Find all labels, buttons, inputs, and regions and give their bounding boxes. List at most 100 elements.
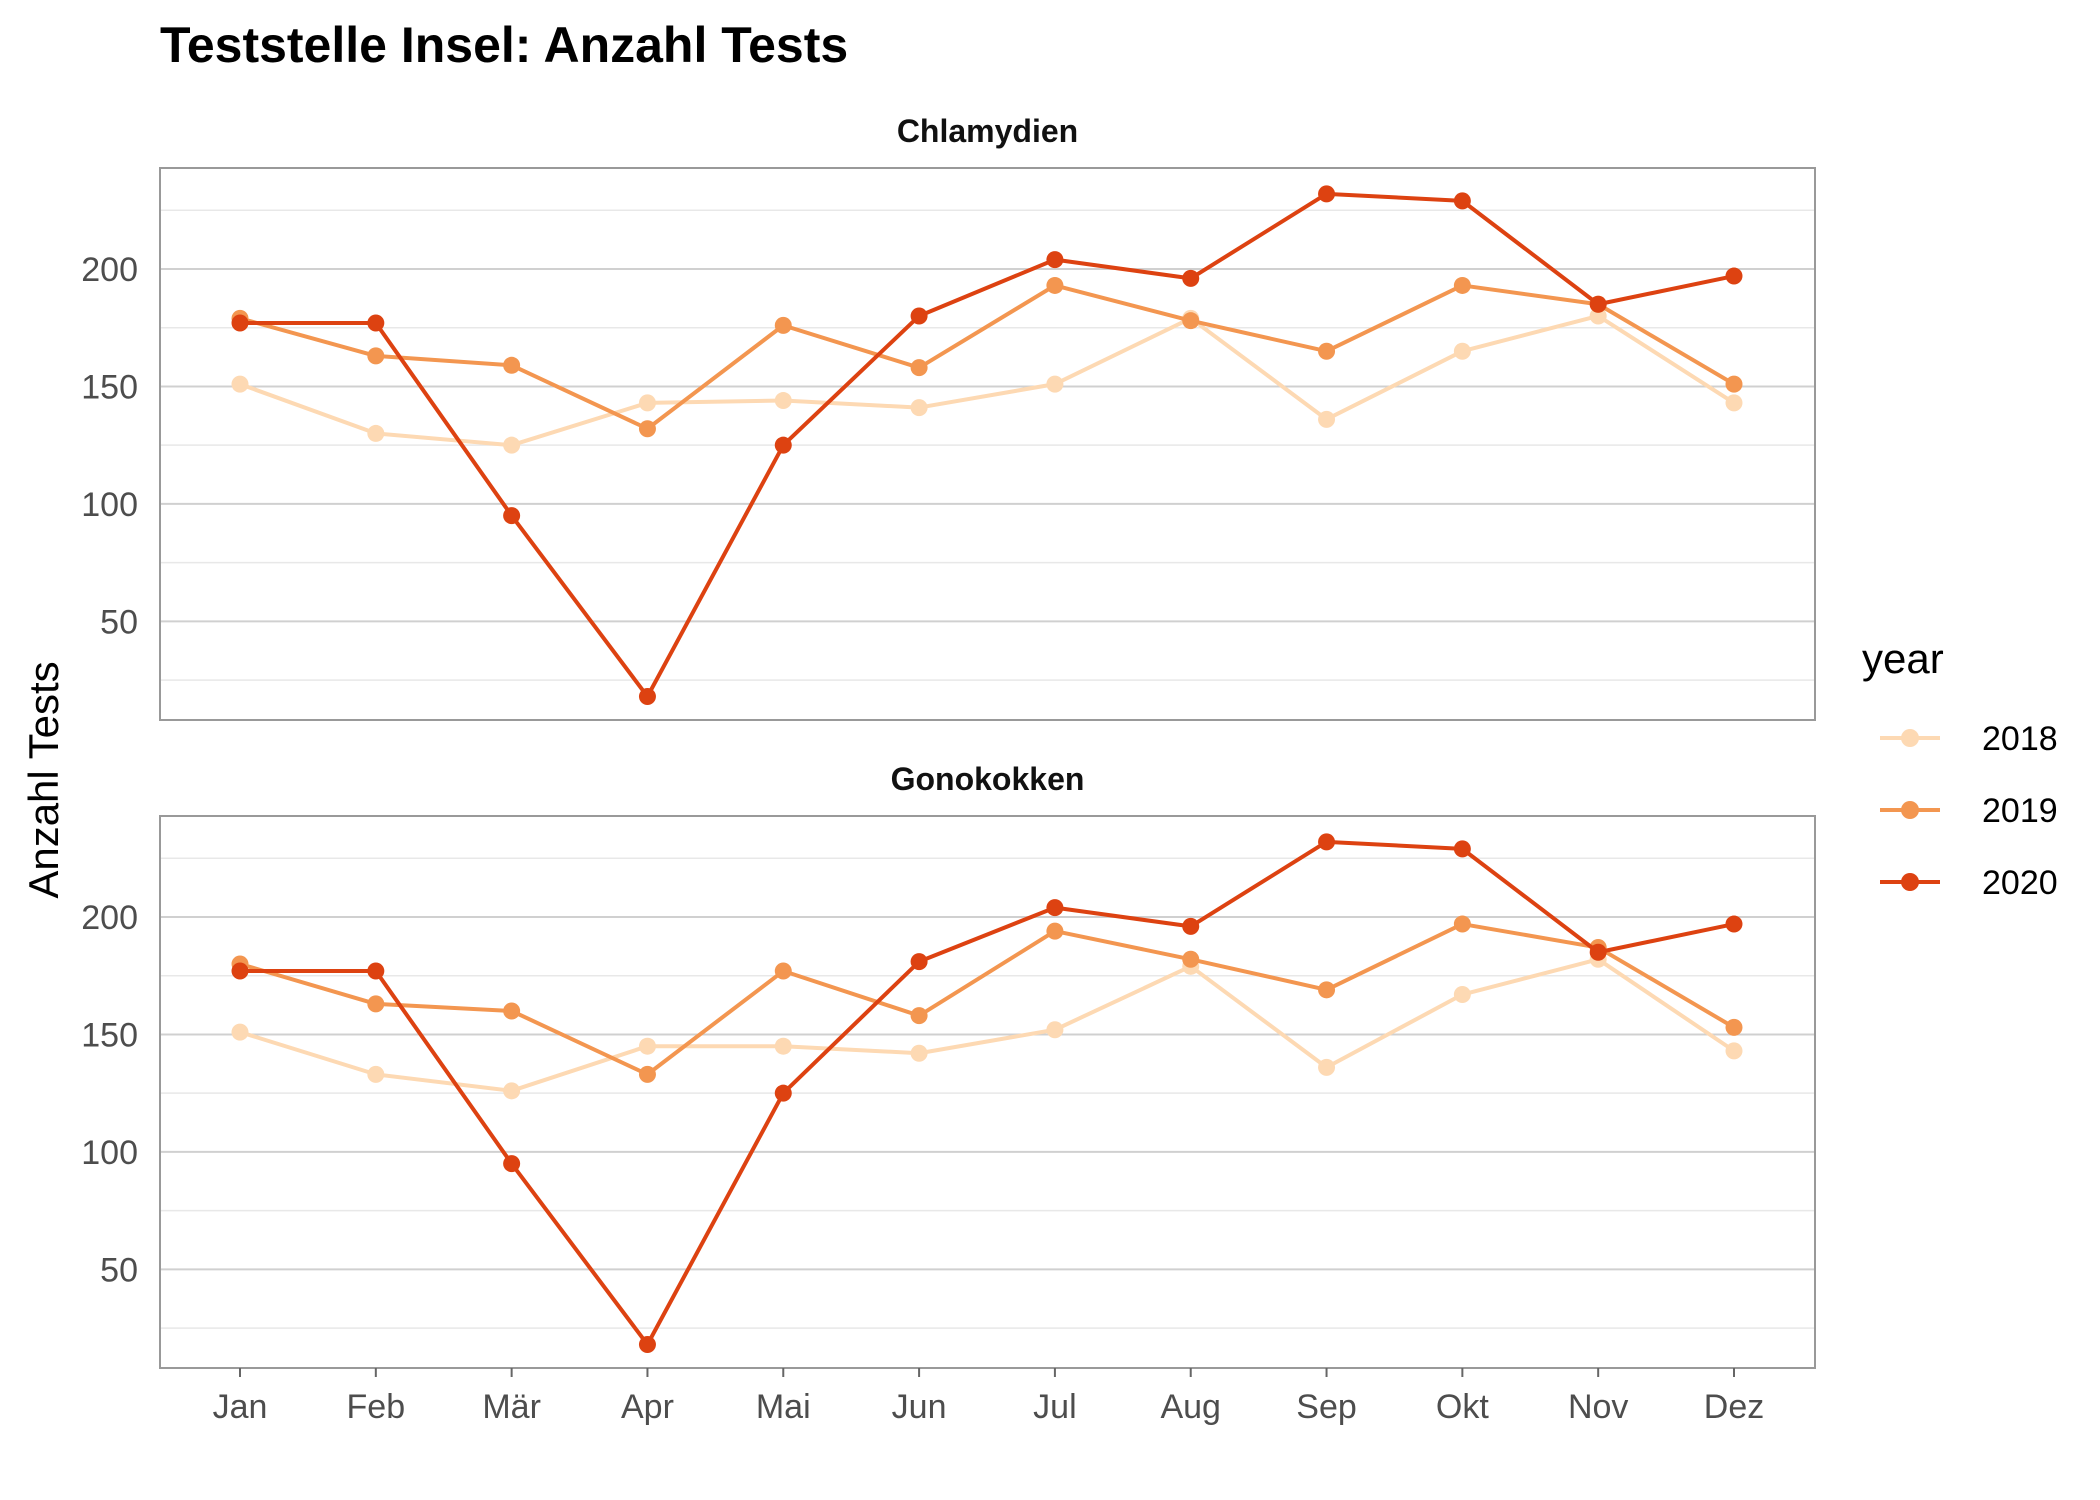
y-tick-label: 150 xyxy=(81,368,138,406)
series-2019-chlamydien xyxy=(231,276,1743,438)
data-point xyxy=(910,953,928,971)
x-tick-label: Jan xyxy=(213,1388,268,1426)
data-point xyxy=(1453,840,1471,858)
data-point xyxy=(367,314,385,332)
data-point xyxy=(1046,276,1064,294)
x-tick-label: Aug xyxy=(1160,1388,1221,1426)
data-point xyxy=(503,1082,521,1100)
panel-border xyxy=(159,815,1816,1369)
legend-title: year xyxy=(1862,635,1944,682)
data-point xyxy=(1182,950,1200,968)
data-point xyxy=(638,1065,656,1083)
x-tick-label: Mai xyxy=(756,1388,811,1426)
data-point xyxy=(774,1037,792,1055)
data-point xyxy=(367,995,385,1013)
data-point xyxy=(1453,986,1471,1004)
data-point xyxy=(638,688,656,706)
data-point xyxy=(774,1084,792,1102)
legend-label: 2018 xyxy=(1982,720,2058,758)
y-tick-label: 50 xyxy=(100,603,138,641)
data-point xyxy=(910,307,928,325)
y-tick-label: 150 xyxy=(81,1016,138,1054)
data-point xyxy=(638,1336,656,1354)
data-point xyxy=(503,436,521,454)
x-tick-label: Nov xyxy=(1568,1388,1628,1426)
data-point xyxy=(1318,1058,1336,1076)
legend-entry-2020: 2020 xyxy=(1880,864,2058,902)
y-tick-label: 200 xyxy=(81,251,138,289)
data-point xyxy=(503,1002,521,1020)
data-point xyxy=(1046,1021,1064,1039)
panel-gonokokken: 50 100 150 200 Gonokokken Jan Feb Mär Apr Mai Jun J… xyxy=(81,761,1816,1426)
x-tick-label: Jul xyxy=(1033,1388,1076,1426)
y-tick-label: 50 xyxy=(100,1251,138,1289)
facet-panels: 50 100 150 200 Chlamydien 50 100 150 200 Gonokokk… xyxy=(81,113,1816,1426)
series-2018-chlamydien xyxy=(231,307,1743,454)
data-point xyxy=(910,1044,928,1062)
data-point xyxy=(1725,394,1743,412)
data-point xyxy=(1725,1042,1743,1060)
x-tick-label: Apr xyxy=(621,1388,674,1426)
series-line xyxy=(240,839,1735,1347)
data-point xyxy=(1453,192,1471,210)
facet-label: Gonokokken xyxy=(891,761,1085,797)
data-point xyxy=(638,420,656,438)
data-point xyxy=(231,962,249,980)
x-tick-label: Okt xyxy=(1436,1388,1489,1426)
x-tick-label: Sep xyxy=(1296,1388,1357,1426)
legend-key-point xyxy=(1901,801,1919,819)
panel-chlamydien: 50 100 150 200 Chlamydien xyxy=(81,113,1816,721)
data-point xyxy=(1318,185,1336,203)
data-point xyxy=(1725,1018,1743,1036)
y-tick-label: 200 xyxy=(81,899,138,937)
series-line xyxy=(240,191,1735,699)
data-point xyxy=(231,1023,249,1041)
data-point xyxy=(367,347,385,365)
data-point xyxy=(1318,342,1336,360)
data-point xyxy=(910,359,928,377)
data-point xyxy=(774,962,792,980)
series-line xyxy=(239,313,1736,448)
data-point xyxy=(1182,312,1200,330)
legend-entry-2019: 2019 xyxy=(1880,792,2058,830)
y-tick-label: 100 xyxy=(81,1134,138,1172)
data-point xyxy=(231,314,249,332)
data-point xyxy=(1318,410,1336,428)
data-point xyxy=(1725,375,1743,393)
data-point xyxy=(774,316,792,334)
legend-entry-2018: 2018 xyxy=(1880,720,2058,758)
data-point xyxy=(1725,267,1743,285)
y-tick-label: 100 xyxy=(81,486,138,524)
data-point xyxy=(503,356,521,374)
data-point xyxy=(1046,922,1064,940)
series-line xyxy=(239,957,1736,1093)
data-point xyxy=(503,1155,521,1173)
series-2020-chlamydien xyxy=(231,185,1743,706)
facet-label: Chlamydien xyxy=(897,113,1078,149)
data-point xyxy=(1725,915,1743,933)
data-point xyxy=(910,399,928,417)
chart-title: Teststelle Insel: Anzahl Tests xyxy=(160,17,848,73)
data-point xyxy=(638,394,656,412)
data-point xyxy=(1453,342,1471,360)
x-tick-label: Dez xyxy=(1704,1388,1764,1426)
series-line xyxy=(239,922,1736,1077)
series-line xyxy=(239,283,1736,431)
data-point xyxy=(774,436,792,454)
data-point xyxy=(1046,375,1064,393)
data-point xyxy=(1453,915,1471,933)
y-axis-title: Anzahl Tests xyxy=(20,661,67,898)
data-point xyxy=(231,375,249,393)
x-tick-label: Jun xyxy=(892,1388,947,1426)
data-point xyxy=(1589,943,1607,961)
data-point xyxy=(774,392,792,410)
data-point xyxy=(1318,833,1336,851)
data-point xyxy=(910,1007,928,1025)
legend-key-point xyxy=(1901,729,1919,747)
x-tick-label: Mär xyxy=(482,1388,541,1426)
legend-key-point xyxy=(1901,873,1919,891)
data-point xyxy=(638,1037,656,1055)
data-point xyxy=(1318,981,1336,999)
